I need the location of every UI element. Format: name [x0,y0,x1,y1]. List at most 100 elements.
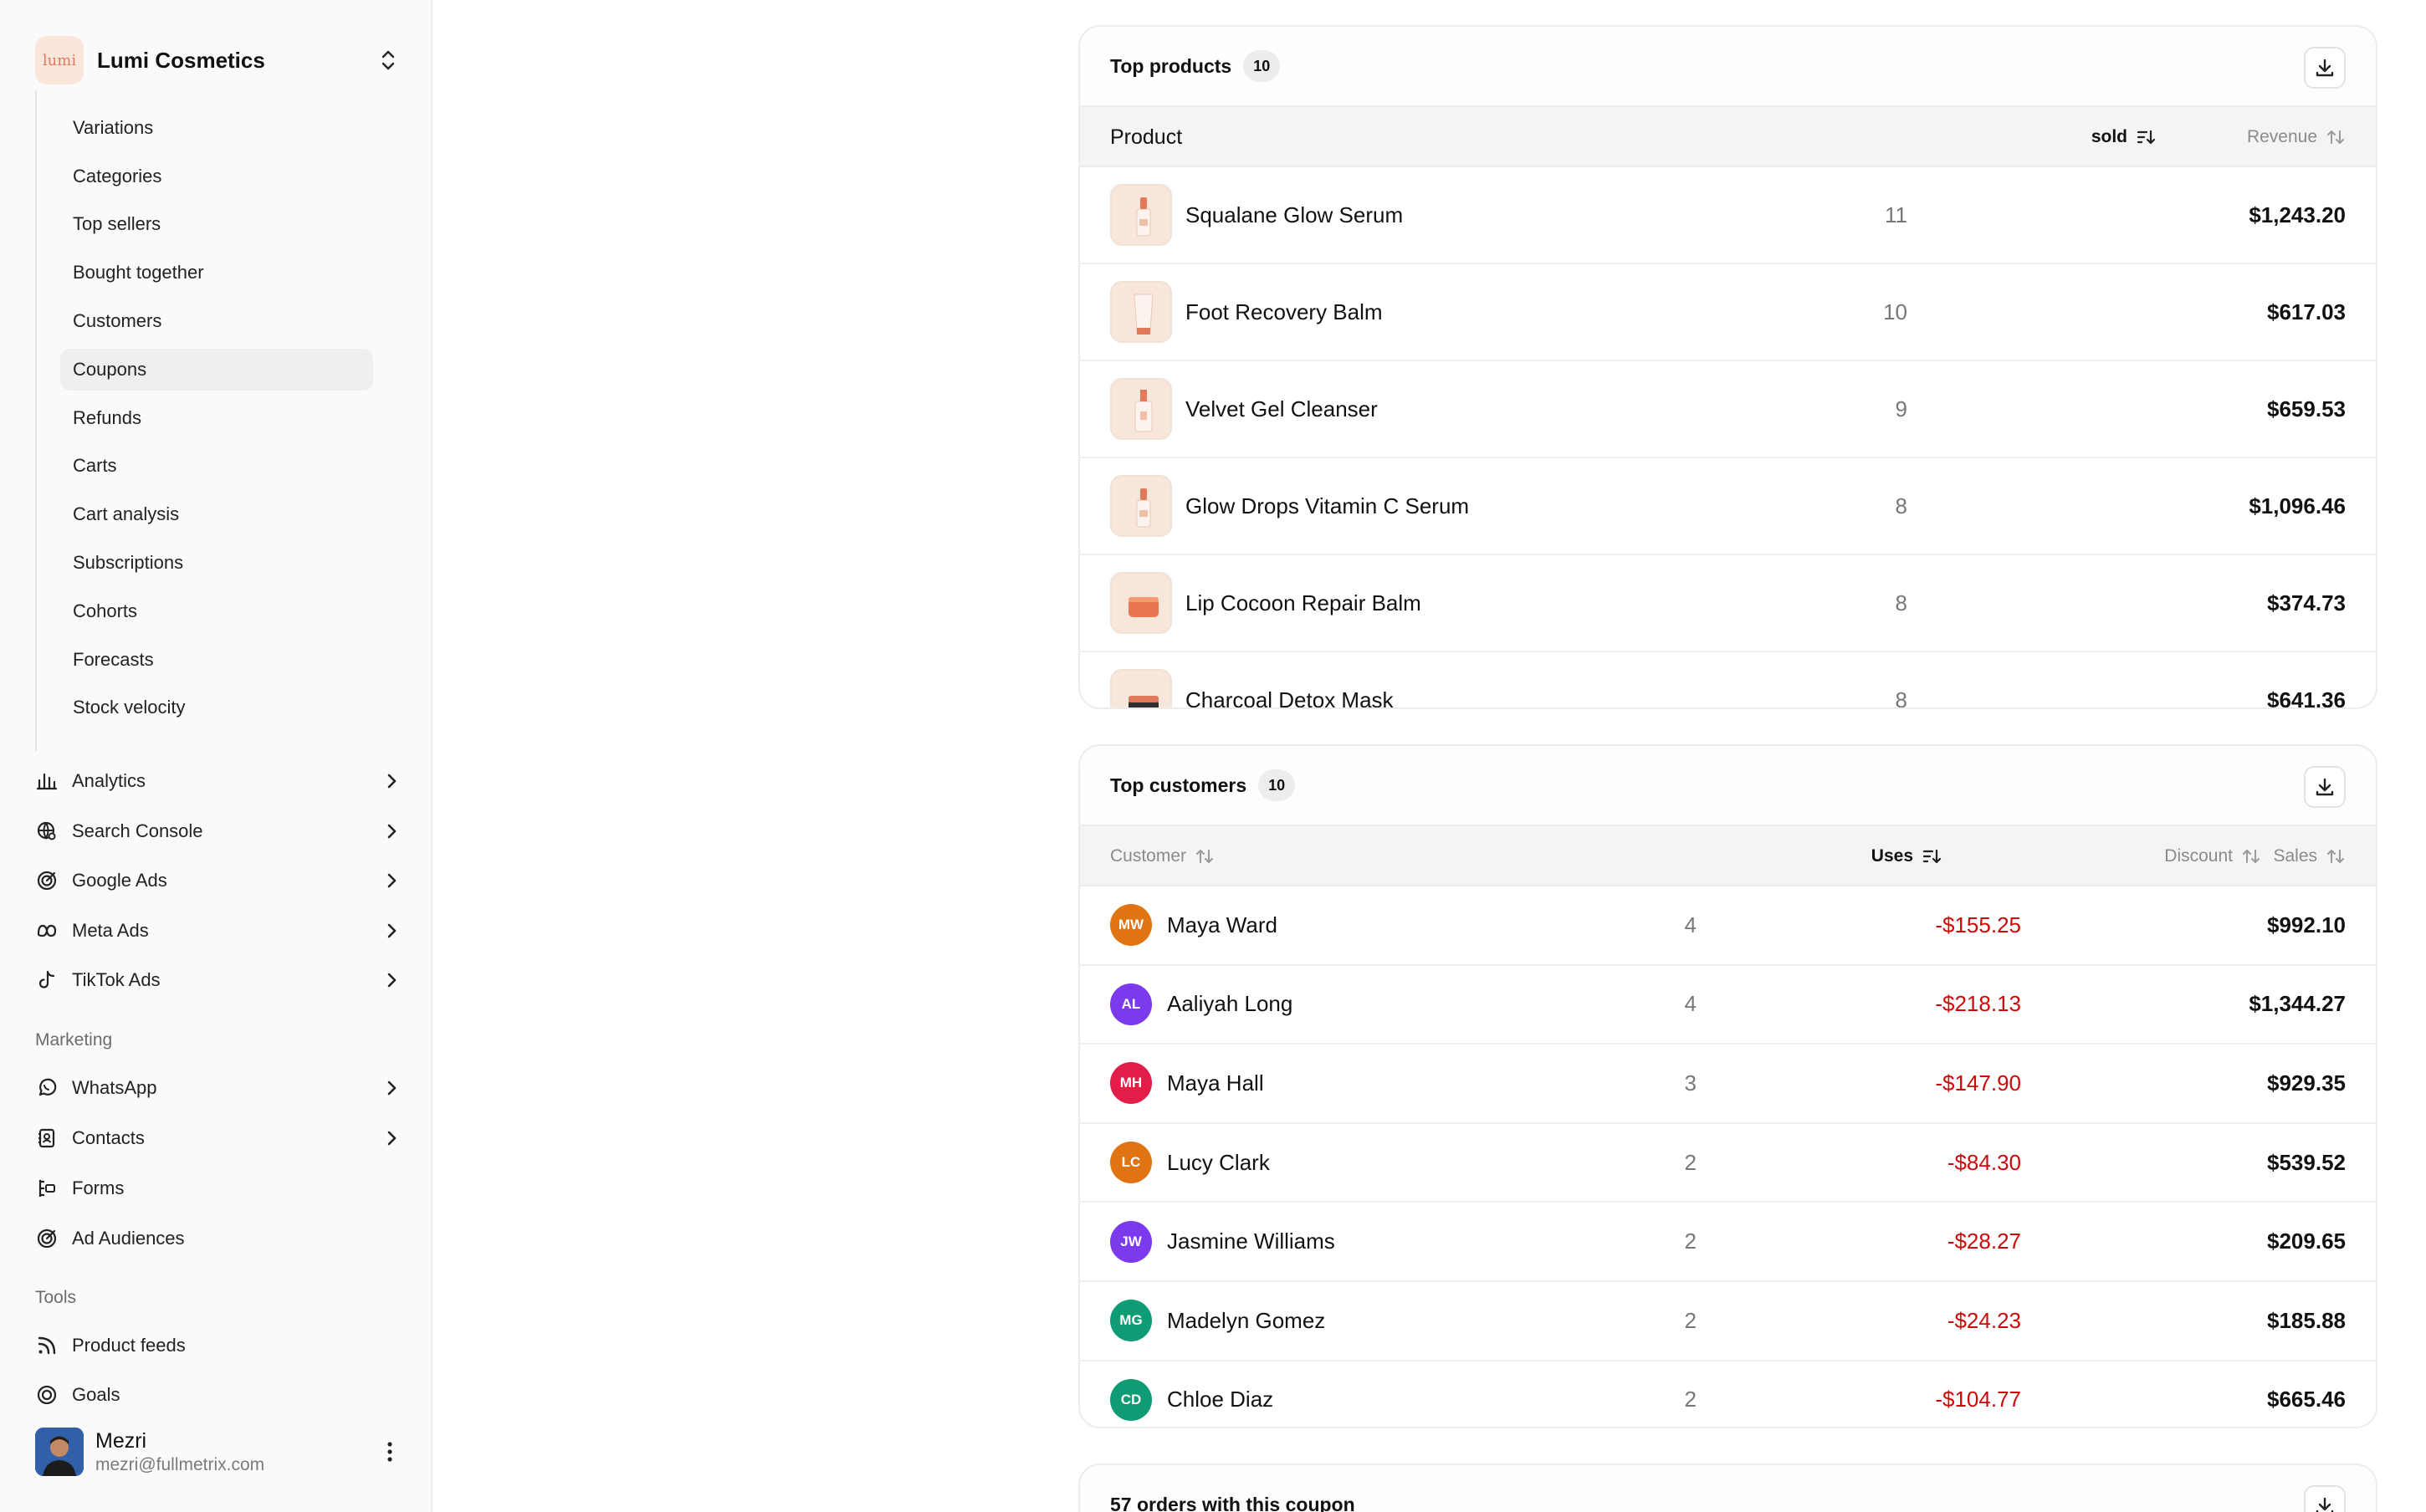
tiktok-icon [35,968,59,992]
sidebar-item-product-feeds[interactable]: Product feeds [35,1325,403,1366]
download-button[interactable] [2304,47,2346,89]
sidebar-item-ad-audiences[interactable]: Ad Audiences [35,1218,403,1259]
sidebar-item-goals[interactable]: Goals [35,1374,403,1416]
revenue-cell: $617.03 [2267,299,2346,324]
uses-cell: 2 [1684,1307,1697,1333]
table-body: MW Maya Ward 4 -$155.25 $992.10 AL Aaliyah Lon… [1080,886,2376,1427]
product-thumbnail [1110,378,1172,440]
product-thumbnail [1110,281,1172,343]
product-name: Glow Drops Vitamin C Serum [1185,493,1470,518]
table-row[interactable]: MG Madelyn Gomez 2 -$24.23 $185.88 [1080,1282,2376,1361]
table-header: Product sold Revenue [1080,105,2376,167]
subnav-item-carts[interactable]: Carts [73,455,117,477]
sidebar-item-label: Contacts [72,1127,145,1148]
subnav-item-bought-together[interactable]: Bought together [73,262,204,284]
column-header-discount[interactable]: Discount [1942,826,2261,886]
discount-cell: -$24.23 [1947,1307,2021,1333]
sales-cell: $1,344.27 [2249,991,2346,1017]
sidebar-item-search-console[interactable]: Search Console [35,810,403,852]
rss-icon [35,1334,59,1357]
table-row[interactable]: AL Aaliyah Long 4 -$218.13 $1,344.27 [1080,966,2376,1045]
table-row[interactable]: Lip Cocoon Repair Balm 8 $374.73 [1080,555,2376,652]
chevron-up-down-icon[interactable] [373,45,403,75]
card-header: Top customers 10 [1080,746,2376,825]
customer-name: Madelyn Gomez [1167,1307,1326,1333]
sold-cell: 8 [1895,687,1907,709]
subnav-item-cart-analysis[interactable]: Cart analysis [73,503,180,525]
table-row[interactable]: Foot Recovery Balm 10 $617.03 [1080,264,2376,361]
table-row[interactable]: JW Jasmine Williams 2 -$28.27 $209.65 [1080,1203,2376,1282]
subnav-item-top-sellers[interactable]: Top sellers [73,213,161,235]
sidebar-item-tiktok-ads[interactable]: TikTok Ads [35,959,403,1001]
sidebar-item-meta-ads[interactable]: Meta Ads [35,910,403,952]
customer-name: Maya Ward [1167,912,1277,937]
sidebar-item-contacts[interactable]: Contacts [35,1117,403,1159]
table-row[interactable]: CD Chloe Diaz 2 -$104.77 $665.46 [1080,1361,2376,1427]
discount-cell: -$28.27 [1947,1228,2021,1254]
column-header-customer[interactable]: Customer [1110,826,1215,886]
top-products-card: Top products 10 Product sold Revenue Squ… [1078,25,2377,709]
table-row[interactable]: Charcoal Detox Mask 8 $641.36 [1080,652,2376,709]
column-header-uses[interactable]: Uses [1624,826,1942,886]
column-header-revenue[interactable]: Revenue [2247,107,2346,167]
sort-icon [2243,850,2260,863]
table-row[interactable]: MH Maya Hall 3 -$147.90 $929.35 [1080,1045,2376,1124]
more-vertical-icon[interactable] [376,1438,403,1465]
subnav-item-forecasts[interactable]: Forecasts [73,648,154,670]
workspace-switcher[interactable]: lumi Lumi Cosmetics [35,35,403,85]
customer-name: Aaliyah Long [1167,991,1293,1017]
avatar: MG [1110,1300,1152,1342]
search-globe-icon [35,820,59,843]
table-row[interactable]: Velvet Gel Cleanser 9 $659.53 [1080,361,2376,458]
download-button[interactable] [2304,1485,2346,1512]
subnav-item-subscriptions[interactable]: Subscriptions [73,552,184,573]
product-thumbnail [1110,475,1172,537]
sort-icon [2327,850,2344,863]
chevron-right-icon [380,820,403,843]
user-name: Mezri [95,1428,147,1453]
download-button[interactable] [2304,766,2346,808]
column-header-sales[interactable]: Sales [2273,826,2346,886]
subnav-item-categories[interactable]: Categories [73,165,162,186]
sidebar-item-google-ads[interactable]: Google Ads [35,860,403,902]
discount-cell: -$218.13 [1935,991,2021,1017]
chevron-right-icon [380,1126,403,1150]
contacts-icon [35,1126,59,1150]
subnav-item-cohorts[interactable]: Cohorts [73,600,138,621]
table-row[interactable]: MW Maya Ward 4 -$155.25 $992.10 [1080,886,2376,966]
download-icon [2316,778,2334,796]
table-row[interactable]: Squalane Glow Serum 11 $1,243.20 [1080,167,2376,264]
sidebar-item-analytics[interactable]: Analytics [35,760,403,802]
sort-descending-icon [1922,849,1942,864]
card-title: 57 orders with this coupon [1110,1494,1355,1512]
sidebar-item-forms[interactable]: Forms [35,1167,403,1209]
sidebar-item-label: Analytics [72,770,146,791]
subnav-item-variations[interactable]: Variations [73,116,154,138]
table-row[interactable]: LC Lucy Clark 2 -$84.30 $539.52 [1080,1124,2376,1203]
sidebar-item-whatsapp[interactable]: WhatsApp [35,1067,403,1109]
column-header-sold[interactable]: sold [1850,107,2156,167]
uses-cell: 2 [1684,1149,1697,1175]
subnav-item-customers[interactable]: Customers [73,310,162,331]
revenue-cell: $641.36 [2267,687,2346,709]
uses-cell: 2 [1684,1228,1697,1254]
chevron-right-icon [380,919,403,942]
subnav-item-coupons[interactable]: Coupons [60,348,373,391]
column-label: Revenue [2246,127,2317,146]
column-label: Sales [2273,846,2317,866]
user-profile[interactable]: Mezri mezri@fullmetrix.com [35,1427,403,1477]
column-label: Customer [1110,846,1187,866]
sidebar-item-label: Goals [72,1384,120,1405]
subnav-guide-line [35,90,37,751]
avatar: CD [1110,1378,1152,1421]
customer-cell: MH Maya Hall [1110,1045,1264,1122]
sold-cell: 8 [1895,493,1907,518]
subnav-item-refunds[interactable]: Refunds [73,406,141,428]
sidebar-item-label: Google Ads [72,870,167,891]
table-row[interactable]: Glow Drops Vitamin C Serum 8 $1,096.46 [1080,458,2376,555]
sidebar-item-label: TikTok Ads [72,969,161,990]
sidebar-item-label: Forms [72,1177,125,1198]
revenue-cell: $1,096.46 [2249,493,2346,518]
subnav-item-stock-velocity[interactable]: Stock velocity [73,697,186,718]
